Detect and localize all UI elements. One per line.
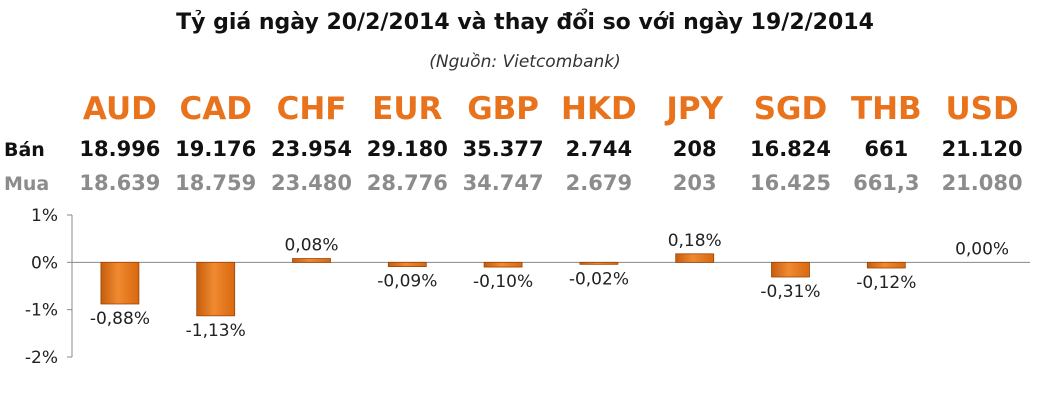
chart-title: Tỷ giá ngày 20/2/2014 và thay đổi so với… (176, 10, 874, 35)
sell-rate: 18.996 (79, 137, 160, 161)
sell-rate: 21.120 (942, 137, 1023, 161)
data-label: -0,31% (760, 282, 820, 302)
sell-rate: 208 (673, 137, 717, 161)
currency-code: CAD (179, 91, 251, 127)
buy-rate: 18.639 (79, 171, 160, 195)
buy-rate: 2.679 (566, 171, 632, 195)
currency-code: CHF (277, 91, 347, 127)
buy-row-label: Mua (4, 173, 49, 195)
data-label: -0,10% (473, 272, 533, 292)
data-label: 0,18% (668, 231, 722, 251)
currency-code: JPY (664, 91, 723, 127)
buy-rate: 18.759 (175, 171, 256, 195)
bar (771, 261, 810, 278)
bar (483, 261, 523, 268)
y-tick-label: 0% (31, 253, 58, 273)
data-label: -0,09% (377, 272, 437, 292)
data-label: -0,88% (90, 309, 150, 329)
buy-rate: 28.776 (367, 171, 448, 195)
bar (292, 258, 331, 263)
buy-rate: 203 (673, 171, 717, 195)
buy-rate: 16.425 (750, 171, 831, 195)
data-label: 0,00% (955, 239, 1009, 259)
y-tick-label: -1% (25, 301, 58, 321)
y-tick-label: 1% (31, 206, 58, 226)
bar (866, 261, 906, 269)
sell-rate: 35.377 (463, 137, 544, 161)
currency-code: GBP (467, 91, 539, 127)
buy-rate: 21.080 (942, 171, 1023, 195)
data-label: -1,13% (186, 321, 246, 341)
currency-code: SGD (754, 91, 828, 127)
currency-code: USD (945, 91, 1018, 127)
sell-rate: 661 (864, 137, 908, 161)
currency-code: THB (851, 91, 922, 127)
sell-rate: 19.176 (175, 137, 256, 161)
bar (196, 261, 236, 317)
sell-row-label: Bán (4, 139, 45, 161)
sell-rate: 16.824 (750, 137, 831, 161)
bar (100, 261, 140, 305)
chart-subtitle: (Nguồn: Vietcombank) (429, 52, 621, 72)
data-label: -0,12% (856, 273, 916, 293)
sell-rate: 23.954 (271, 137, 352, 161)
buy-rate: 34.747 (463, 171, 544, 195)
data-label: 0,08% (284, 236, 338, 256)
bar (387, 261, 427, 267)
bar (675, 253, 715, 263)
data-label: -0,02% (569, 269, 629, 289)
currency-code: HKD (561, 91, 637, 127)
buy-rate: 23.480 (271, 171, 352, 195)
currency-code: EUR (372, 91, 442, 127)
buy-rate: 661,3 (853, 171, 919, 195)
sell-rate: 2.744 (566, 137, 632, 161)
y-tick-label: -2% (25, 348, 58, 368)
bar (579, 261, 619, 265)
currency-code: AUD (83, 91, 157, 127)
sell-rate: 29.180 (367, 137, 448, 161)
